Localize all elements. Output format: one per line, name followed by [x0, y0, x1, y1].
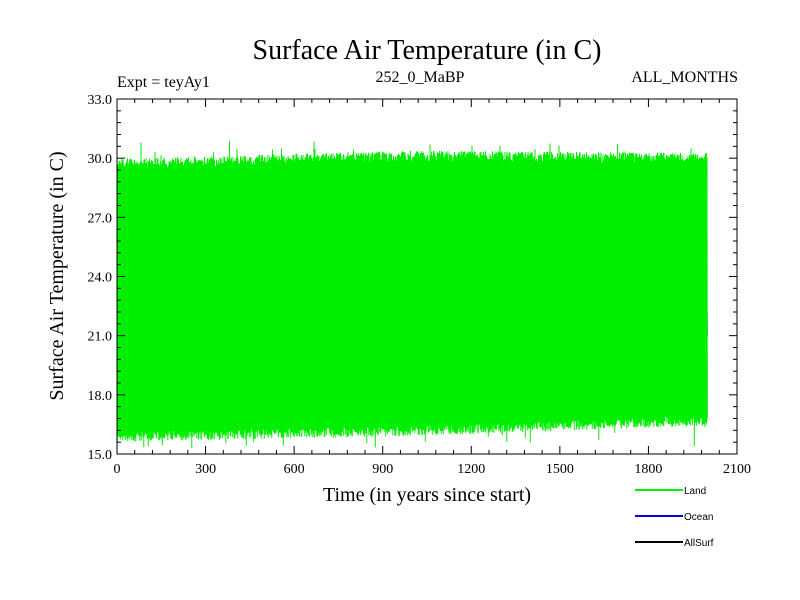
chart-subtitle-center: 252_0_MaBP	[376, 69, 465, 86]
x-tick-label: 2100	[723, 462, 751, 477]
y-tick-label: 24.0	[88, 271, 113, 286]
y-tick-label: 33.0	[88, 93, 113, 108]
chart-subtitle-left: Expt = teyAy1	[117, 74, 210, 91]
series-land-line	[116, 140, 708, 449]
y-tick-label: 27.0	[88, 211, 113, 226]
x-axis-label: Time (in years since start)	[323, 484, 531, 506]
legend-label-ocean: Land	[684, 486, 706, 497]
y-tick-label: 30.0	[88, 152, 113, 167]
x-tick-label: 900	[372, 462, 393, 477]
series-layer	[116, 140, 708, 449]
x-tick-label: 0	[114, 462, 121, 477]
legend: Land Ocean AllSurf	[635, 486, 714, 549]
x-tick-label: 600	[284, 462, 305, 477]
tick-layer: 0 300 600 900 1200 1500 1800 2100 15.0 18.0 21.0 24…	[88, 93, 752, 477]
x-tick-label: 1200	[457, 462, 485, 477]
y-tick-label: 21.0	[88, 330, 113, 345]
chart-title: Surface Air Temperature (in C)	[253, 35, 602, 66]
legend-label-land: Ocean	[684, 512, 713, 523]
y-tick-label: 18.0	[88, 389, 113, 404]
x-tick-label: 1500	[546, 462, 574, 477]
legend-label-allsurf: AllSurf	[684, 538, 714, 549]
x-tick-label: 300	[195, 462, 216, 477]
y-tick-label: 15.0	[88, 448, 113, 463]
x-tick-label: 1800	[634, 462, 662, 477]
y-axis-label: Surface Air Temperature (in C)	[46, 151, 68, 400]
chart-subtitle-right: ALL_MONTHS	[631, 69, 738, 86]
